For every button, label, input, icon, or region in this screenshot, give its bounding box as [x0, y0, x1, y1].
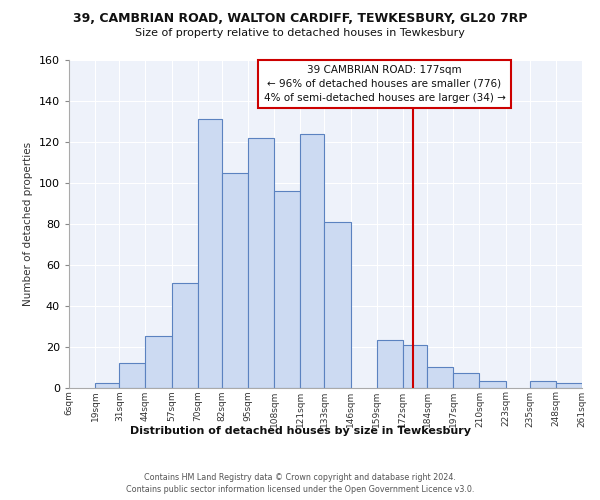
Text: Distribution of detached houses by size in Tewkesbury: Distribution of detached houses by size … [130, 426, 470, 436]
Y-axis label: Number of detached properties: Number of detached properties [23, 142, 33, 306]
Bar [274, 191, 301, 388]
Bar [248, 138, 274, 388]
Bar [222, 172, 248, 388]
Bar [453, 373, 479, 388]
Bar [145, 336, 172, 388]
Text: 39 CAMBRIAN ROAD: 177sqm
← 96% of detached houses are smaller (776)
4% of semi-d: 39 CAMBRIAN ROAD: 177sqm ← 96% of detach… [263, 65, 505, 103]
Text: Contains public sector information licensed under the Open Government Licence v3: Contains public sector information licen… [126, 485, 474, 494]
Bar [325, 222, 350, 388]
Text: Size of property relative to detached houses in Tewkesbury: Size of property relative to detached ho… [135, 28, 465, 38]
Bar [530, 382, 556, 388]
Bar [119, 363, 145, 388]
Bar [377, 340, 403, 388]
Bar [172, 283, 198, 388]
Bar [198, 120, 222, 388]
Bar [301, 134, 325, 388]
Bar [403, 344, 427, 388]
Bar [95, 384, 119, 388]
Bar [427, 367, 453, 388]
Bar [556, 384, 582, 388]
Text: 39, CAMBRIAN ROAD, WALTON CARDIFF, TEWKESBURY, GL20 7RP: 39, CAMBRIAN ROAD, WALTON CARDIFF, TEWKE… [73, 12, 527, 26]
Bar [479, 382, 506, 388]
Text: Contains HM Land Registry data © Crown copyright and database right 2024.: Contains HM Land Registry data © Crown c… [144, 472, 456, 482]
